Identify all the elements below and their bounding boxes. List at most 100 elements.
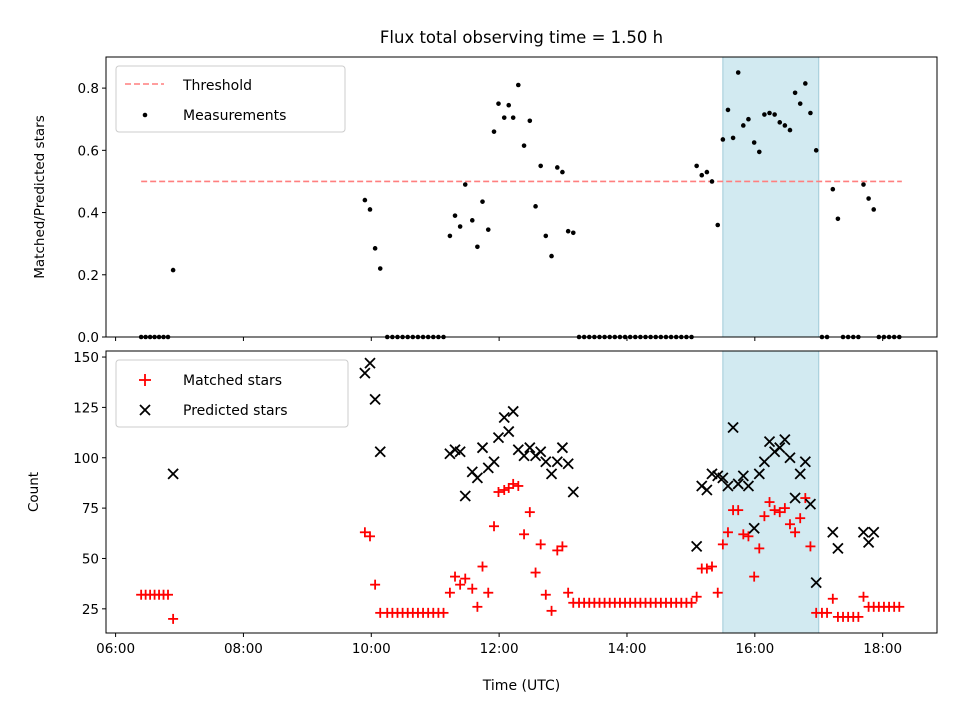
measurement-point [792,90,798,96]
predicted-stars-point [545,468,558,480]
matched-stars-point [853,611,864,622]
matched-stars-point [460,573,471,584]
measurement-point [694,163,699,169]
y-tick-label: 75 [82,501,99,517]
predicted-stars-point [862,536,875,548]
bottom-legend: Matched stars Predicted stars [115,359,349,428]
measurement-point [469,218,475,223]
y-tick-label: 0.6 [78,143,99,159]
predicted-stars-point [488,456,500,468]
predicted-stars-point [551,456,563,468]
predicted-stars-point [789,492,801,504]
predicted-stars-point [748,522,760,534]
matched-stars-point [706,561,717,572]
measurement-point [767,110,772,116]
matched-stars-point [163,589,174,600]
measurement-point [462,182,468,187]
measurement-point [496,101,501,106]
predicted-stars-point [507,405,519,418]
predicted-stars-point [810,577,822,589]
measurement-point [452,213,458,218]
matched-stars-point [557,541,568,552]
predicted-stars-point [701,484,713,496]
predicted-stars-point [540,456,552,468]
matched-stars-point [540,589,551,600]
measurement-point [491,129,497,134]
measurement-point [861,182,866,187]
x-tick-label: 16:00 [735,641,774,657]
legend-measurements-label: Measurements [183,108,286,124]
matched-stars-point [686,597,697,608]
x-axis-label: Time (UTC) [482,678,560,694]
measurement-point [720,137,726,142]
measurement-point [457,224,463,229]
measurement-point [725,107,731,113]
measurement-point [751,140,757,145]
measurement-point [485,227,491,232]
matched-stars-point [691,591,702,602]
predicted-stars-point [498,411,510,424]
top-panel: 0.0 0.2 0.4 0.6 0.8 Flux total observing tim… [32,28,938,346]
top-axes-frame [105,56,938,338]
matched-stars-point [444,587,455,598]
predicted-stars-point [518,450,530,462]
predicted-stars-point [722,480,734,492]
matched-stars-point [774,507,785,518]
predicted-stars-point [799,456,811,468]
matched-stars-point [472,601,483,612]
y-tick-label: 50 [82,551,99,567]
bottom-axes-frame [105,350,938,634]
predicted-stars-point [556,442,569,454]
predicted-stars-point [369,393,381,405]
measurement-point [372,246,378,251]
legend-threshold-label: Threshold [182,78,252,94]
predicted-stars-point [784,452,796,464]
matched-stars-point [754,543,765,554]
predicted-stars-point [359,367,371,379]
matched-stars-point [759,511,770,522]
measurement-point [772,112,777,117]
matched-stars-point [749,571,760,582]
measurement-point [447,233,453,239]
x-tick-label: 10:00 [352,641,391,657]
measurement-point [501,115,507,120]
matched-stars-point [483,587,494,598]
predicted-stars-point [742,480,755,492]
measurement-point [480,199,485,204]
matched-stars-point [743,531,754,542]
measurement-point [560,169,565,175]
measurement-point [787,127,793,133]
matched-stars-point [477,561,488,572]
matched-stars-point [800,493,811,504]
predicted-stars-point [868,526,880,538]
matched-stars-point [827,593,838,604]
predicted-stars-point [779,433,791,446]
matched-stars-point [499,484,510,495]
matched-stars-point [805,541,816,552]
measurement-point [835,216,841,222]
predicted-stars-point [476,442,489,454]
measurement-point [699,172,705,178]
matched-stars-point [513,480,524,491]
matched-stars-point [795,513,806,524]
matched-stars-point [738,529,749,540]
matched-stars-point [764,497,775,508]
matched-stars-point [701,563,712,574]
x-tick-label: 18:00 [863,641,902,657]
predicted-stars-point [763,436,776,448]
predicted-stars-point [562,458,574,470]
predicted-stars-point [827,526,839,538]
predicted-stars-point [524,442,536,454]
observing-window-shade [722,350,820,634]
predicted-stars-point [503,425,515,438]
measurement-point [762,112,767,117]
matched-stars-point [508,478,519,489]
measurement-point [543,233,549,239]
legend-measurements-swatch [142,112,148,118]
matched-stars-point [546,605,557,616]
predicted-stars-point [364,357,376,369]
y-tick-label: 0.0 [78,330,99,346]
matched-stars-point [858,591,869,602]
measurement-point [527,118,533,124]
